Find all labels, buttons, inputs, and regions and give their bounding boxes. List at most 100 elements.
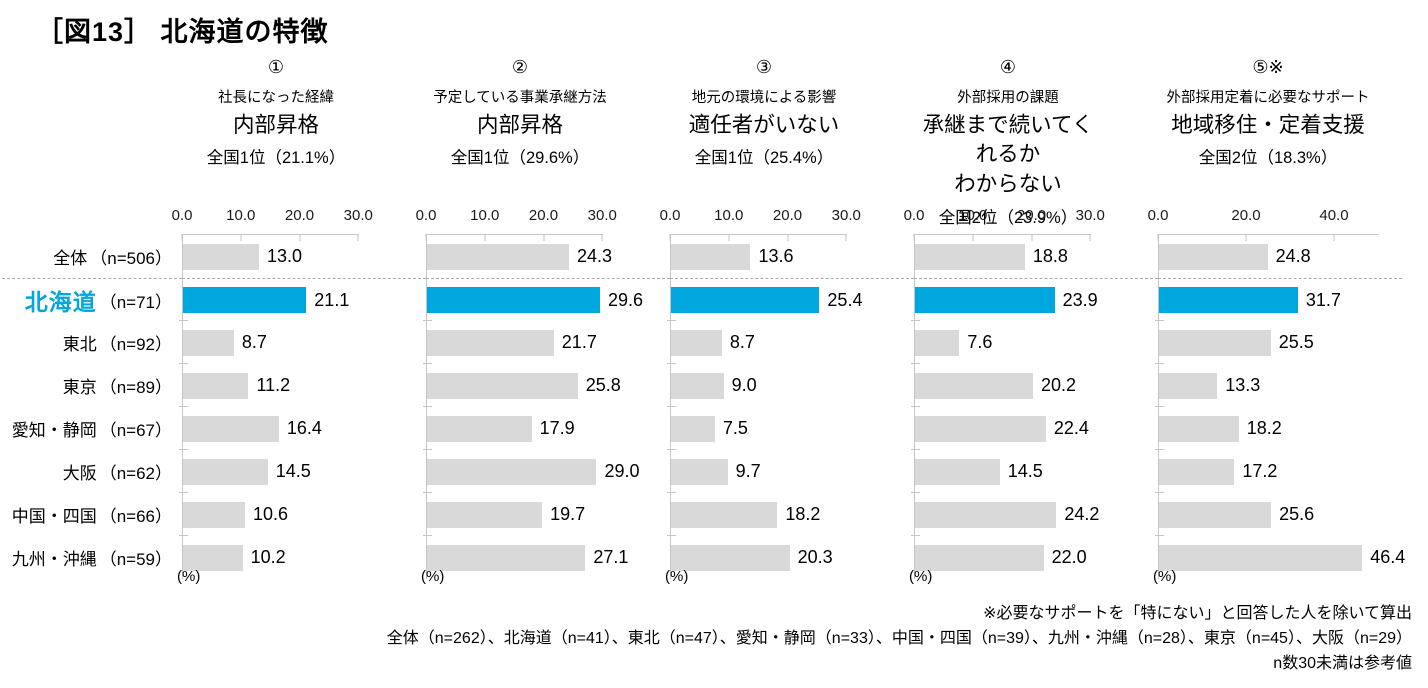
- chart-4-row-7: 24.2: [911, 492, 1158, 536]
- bar: [1159, 544, 1363, 571]
- region-name: 全体: [53, 249, 88, 268]
- chart-1-row-5: 16.4: [179, 406, 426, 450]
- bar-value-label: 27.1: [593, 547, 629, 567]
- axis-tick-mark: [972, 234, 974, 241]
- bar-value-label: 21.7: [561, 332, 597, 352]
- bar-value-label: 16.4: [286, 418, 322, 438]
- bar: [183, 243, 259, 270]
- bar: [671, 415, 715, 442]
- chart-1-number: ①: [267, 57, 285, 77]
- region-sample-size: （n=92）: [99, 335, 172, 354]
- bar: [1159, 329, 1271, 356]
- axis-tick-label: 0.0: [659, 207, 681, 224]
- bar: [183, 458, 268, 485]
- bar: [427, 243, 569, 270]
- row-label-1: 全体 （n=506）: [2, 235, 182, 278]
- chart-2-value-axis: 0.0 10.0 20.0 30.0: [416, 205, 670, 241]
- bar: [915, 544, 1044, 571]
- bar-track: 13.3: [1155, 363, 1378, 407]
- axis-tick-mark: [299, 234, 300, 241]
- bar-value-label: 8.7: [729, 332, 755, 352]
- bar-value-label: 31.7: [1305, 289, 1341, 310]
- chart-5-row-8: 46.4: [1155, 535, 1405, 579]
- region-sample-size: （n=71）: [99, 292, 172, 312]
- chart-5-row-7: 25.6: [1155, 492, 1402, 536]
- bar: [183, 544, 243, 571]
- bar-value-label: 22.4: [1053, 418, 1089, 438]
- bar-track: 10.6: [179, 492, 370, 536]
- axis-tick-label: 20.0: [528, 207, 559, 224]
- chart-1-row-6: 14.5: [179, 449, 426, 493]
- axis-tick-label: 0.0: [903, 207, 925, 224]
- chart-2-unit: (%): [421, 568, 670, 597]
- chart-1-header-block: ① 社長になった経緯 内部昇格 全国1位（21.1%）: [182, 53, 370, 168]
- axis-tick-label: 20.0: [1231, 207, 1261, 224]
- bar-value-label: 24.8: [1275, 246, 1311, 266]
- bar-value-label: 9.7: [735, 461, 761, 481]
- chart-5-header-block: ⑤※ 外部採用定着に必要なサポート 地域移住・定着支援 全国2位（18.3%）: [1158, 53, 1378, 168]
- chart-3-row-2: 25.4: [670, 278, 914, 321]
- bar: [427, 329, 554, 356]
- bar: [1159, 501, 1272, 528]
- bar-track: 10.2: [179, 535, 370, 579]
- chart-3-unit: (%): [665, 568, 914, 597]
- bar-value-label: 21.1: [314, 289, 350, 310]
- axis-tick-mark: [845, 234, 847, 241]
- chart-3-rank: 全国1位（25.4%）: [694, 149, 834, 168]
- chart-2-header-block: ② 予定している事業承継方法 内部昇格 全国1位（29.6%）: [426, 53, 614, 168]
- region-sample-size: （n=89）: [99, 378, 172, 397]
- chart-2-row-6: 29.0: [423, 449, 670, 493]
- percent-unit-label: (%): [665, 568, 689, 585]
- axis-tick-mark: [1031, 234, 1032, 241]
- bar-value-label: 13.6: [758, 246, 794, 266]
- chart-3-row-8: 20.3: [667, 535, 914, 579]
- bar-value-label: 7.6: [967, 332, 993, 352]
- bar: [671, 287, 820, 313]
- bar-value-label: 20.2: [1041, 375, 1077, 395]
- row-label-3: 東北 （n=92）: [2, 321, 182, 364]
- chart-3-row-4: 9.0: [667, 363, 914, 407]
- chart-4-row-3: 7.6: [911, 320, 1158, 364]
- chart-1-headline: 内部昇格: [232, 112, 319, 137]
- bar-value-label: 18.2: [785, 504, 821, 524]
- chart-5-row-5: 18.2: [1155, 406, 1402, 450]
- axis-line: [1158, 234, 1378, 235]
- chart-2-row-7: 19.7: [423, 492, 670, 536]
- bar-value-label: 17.9: [539, 418, 575, 438]
- row-label-6: 大阪 （n=62）: [2, 450, 182, 493]
- bar-track: 25.8: [423, 363, 621, 407]
- bar-track: 24.3: [426, 235, 614, 278]
- percent-unit-label: (%): [421, 568, 445, 585]
- bar-value-label: 25.6: [1279, 504, 1315, 524]
- region-name: 愛知・静岡: [11, 421, 97, 440]
- chart-2-row-2: 29.6: [426, 278, 670, 321]
- footnote-calculation-note: ※必要なサポートを「特にない」と回答した人を除いて算出: [983, 605, 1412, 622]
- chart-2-header: ② 予定している事業承継方法 内部昇格 全国1位（29.6%）: [426, 53, 670, 205]
- row-label-7: 中国・四国 （n=66）: [2, 493, 182, 536]
- chart-1-row-4: 11.2: [179, 363, 426, 407]
- chart-4-row-1: 18.8: [914, 235, 1158, 278]
- bar: [427, 544, 586, 571]
- bar-value-label: 23.9: [1062, 289, 1098, 310]
- axis-tick-label: 10.0: [226, 207, 256, 224]
- bar-track: 7.6: [911, 320, 1102, 364]
- chart-4-subtitle: 外部採用の課題: [957, 89, 1059, 106]
- chart-1-subtitle: 社長になった経緯: [218, 89, 334, 106]
- bar-track: 9.0: [667, 363, 858, 407]
- unit-track: (%): [909, 568, 1102, 597]
- axis-row-spacer: [2, 205, 182, 235]
- row-label-5: 愛知・静岡 （n=67）: [2, 407, 182, 450]
- bar: [915, 287, 1055, 313]
- bar: [915, 372, 1034, 399]
- unit-track: (%): [421, 568, 614, 597]
- axis-tick-label: 0.0: [171, 207, 193, 224]
- axis-tick-label: 10.0: [958, 207, 988, 224]
- chart-3-row-5: 7.5: [667, 406, 914, 450]
- bar-value-label: 14.5: [1007, 461, 1043, 481]
- chart-2-row-3: 21.7: [423, 320, 670, 364]
- bar-track: 21.7: [423, 320, 614, 364]
- bar: [183, 501, 245, 528]
- chart-3-header-block: ③ 地元の環境による影響 適任者がいない 全国1位（25.4%）: [670, 53, 858, 168]
- bar-value-label: 13.0: [266, 246, 303, 266]
- chart-1-row-7: 10.6: [179, 492, 426, 536]
